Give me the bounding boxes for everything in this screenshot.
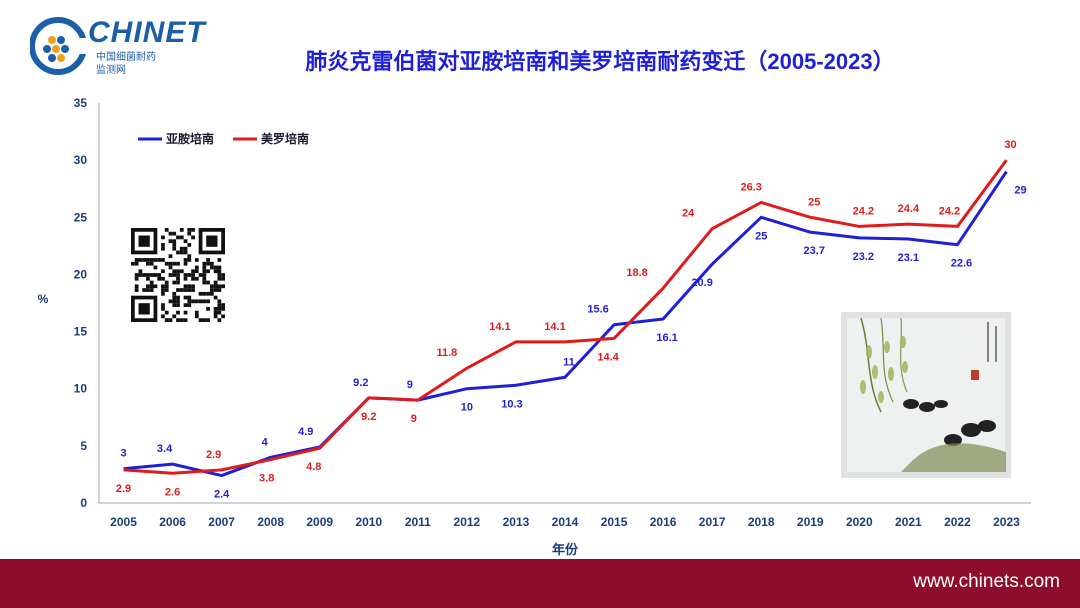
x-tick-label: 2011 bbox=[405, 515, 431, 529]
data-label-s2: 14.4 bbox=[597, 351, 619, 363]
x-tick-label: 2015 bbox=[601, 515, 628, 529]
data-label-s2: 26.3 bbox=[740, 181, 761, 193]
ink-painting-image bbox=[841, 312, 1011, 478]
data-label-s2: 2.6 bbox=[165, 486, 180, 498]
y-tick-label: 25 bbox=[74, 210, 88, 224]
x-tick-label: 2021 bbox=[895, 515, 922, 529]
legend-label-2: 美罗培南 bbox=[261, 131, 309, 146]
x-tick-label: 2018 bbox=[748, 515, 775, 529]
data-label-s1: 11 bbox=[563, 356, 575, 368]
data-label-s2: 14.1 bbox=[489, 321, 510, 333]
data-label-s2: 9 bbox=[411, 413, 417, 425]
chart-title: 肺炎克雷伯菌对亚胺培南和美罗培南耐药变迁（2005-2023） bbox=[305, 49, 895, 74]
data-label-s1: 29 bbox=[1014, 185, 1026, 197]
data-label-s1: 10 bbox=[461, 402, 473, 414]
x-tick-label: 2023 bbox=[993, 515, 1020, 529]
chart-series-lines bbox=[123, 159, 1008, 478]
y-tick-label: 30 bbox=[74, 153, 88, 167]
data-label-s1: 20.9 bbox=[691, 277, 712, 289]
x-tick-label: 2007 bbox=[208, 515, 235, 529]
data-label-s1: 23.1 bbox=[898, 252, 919, 264]
x-tick-label: 2020 bbox=[846, 515, 873, 529]
x-tick-label: 2012 bbox=[454, 515, 481, 529]
data-label-s1: 22.6 bbox=[951, 258, 972, 270]
data-label-s1: 25 bbox=[755, 230, 767, 242]
x-tick-label: 2006 bbox=[159, 515, 186, 529]
y-tick-label: 15 bbox=[74, 325, 88, 339]
y-axis-title: % bbox=[38, 292, 49, 306]
y-tick-label: 5 bbox=[80, 439, 87, 453]
qr-code-icon bbox=[131, 228, 225, 322]
data-label-s1: 3.4 bbox=[157, 443, 173, 455]
data-label-s1: 16.1 bbox=[656, 332, 677, 344]
data-label-s2: 24.2 bbox=[939, 205, 960, 217]
data-label-s1: 10.3 bbox=[501, 398, 522, 410]
data-label-s2: 24.2 bbox=[853, 205, 874, 217]
data-label-s1: 23.7 bbox=[804, 245, 825, 257]
data-label-s1: 23.2 bbox=[853, 251, 874, 263]
chart-legend: 亚胺培南 美罗培南 bbox=[138, 131, 309, 146]
data-label-s2: 3.8 bbox=[259, 473, 274, 485]
data-label-s2: 25 bbox=[808, 196, 820, 208]
data-label-s1: 4.9 bbox=[298, 426, 313, 438]
y-tick-label: 35 bbox=[74, 96, 88, 110]
x-tick-label: 2016 bbox=[650, 515, 677, 529]
data-label-s2: 11.8 bbox=[436, 347, 457, 359]
data-label-s1: 3 bbox=[120, 448, 126, 460]
footer-bar: www.chinets.com bbox=[0, 559, 1080, 608]
logo-emblem-icon bbox=[30, 17, 92, 75]
x-tick-label: 2013 bbox=[503, 515, 530, 529]
data-label-s2: 2.9 bbox=[116, 483, 131, 495]
data-label-s2: 24.4 bbox=[898, 203, 920, 215]
logo-text: CHINET bbox=[88, 16, 206, 49]
data-label-s2: 9.2 bbox=[361, 411, 376, 423]
data-label-s2: 24 bbox=[682, 208, 695, 220]
x-tick-label: 2008 bbox=[257, 515, 284, 529]
series-line-2 bbox=[123, 159, 1008, 475]
footer-url[interactable]: www.chinets.com bbox=[913, 571, 1060, 592]
x-tick-label: 2017 bbox=[699, 515, 726, 529]
y-tick-label: 0 bbox=[80, 496, 87, 510]
data-label-s1: 9.2 bbox=[353, 377, 368, 389]
x-tick-label: 2010 bbox=[355, 515, 382, 529]
data-label-s1: 9 bbox=[407, 379, 413, 391]
logo-subtitle-2: 监测网 bbox=[96, 65, 126, 76]
y-tick-label: 20 bbox=[74, 267, 88, 281]
y-tick-label: 10 bbox=[74, 382, 88, 396]
data-label-s1: 4 bbox=[262, 436, 269, 448]
chinet-logo: CHINET 中国细菌耐药 监测网 bbox=[30, 14, 205, 78]
data-label-s2: 18.8 bbox=[626, 267, 647, 279]
chart-axes: 0 5 10 15 20 25 30 35 2005 2006 2007 2008 2009 2010 20… bbox=[38, 96, 1031, 557]
x-axis-title: 年份 bbox=[552, 542, 579, 557]
data-label-s1: 15.6 bbox=[587, 304, 608, 316]
data-label-s1: 2.4 bbox=[214, 489, 230, 501]
chart-point-labels: 3 3.4 2.4 4 4.9 9.2 9 10 10.3 11 15.6 16.1 20.9 25 23.… bbox=[116, 139, 1027, 500]
x-tick-label: 2009 bbox=[306, 515, 333, 529]
data-label-s2: 14.1 bbox=[544, 321, 565, 333]
x-tick-label: 2005 bbox=[110, 515, 137, 529]
x-tick-label: 2019 bbox=[797, 515, 824, 529]
series-line-1 bbox=[123, 170, 1008, 478]
legend-label-1: 亚胺培南 bbox=[166, 131, 214, 146]
data-label-s2: 30 bbox=[1004, 139, 1016, 151]
data-label-s2: 2.9 bbox=[206, 449, 221, 461]
logo-subtitle-1: 中国细菌耐药 bbox=[96, 52, 156, 63]
data-label-s2: 4.8 bbox=[306, 461, 321, 473]
x-tick-label: 2014 bbox=[552, 515, 579, 529]
x-tick-label: 2022 bbox=[944, 515, 971, 529]
